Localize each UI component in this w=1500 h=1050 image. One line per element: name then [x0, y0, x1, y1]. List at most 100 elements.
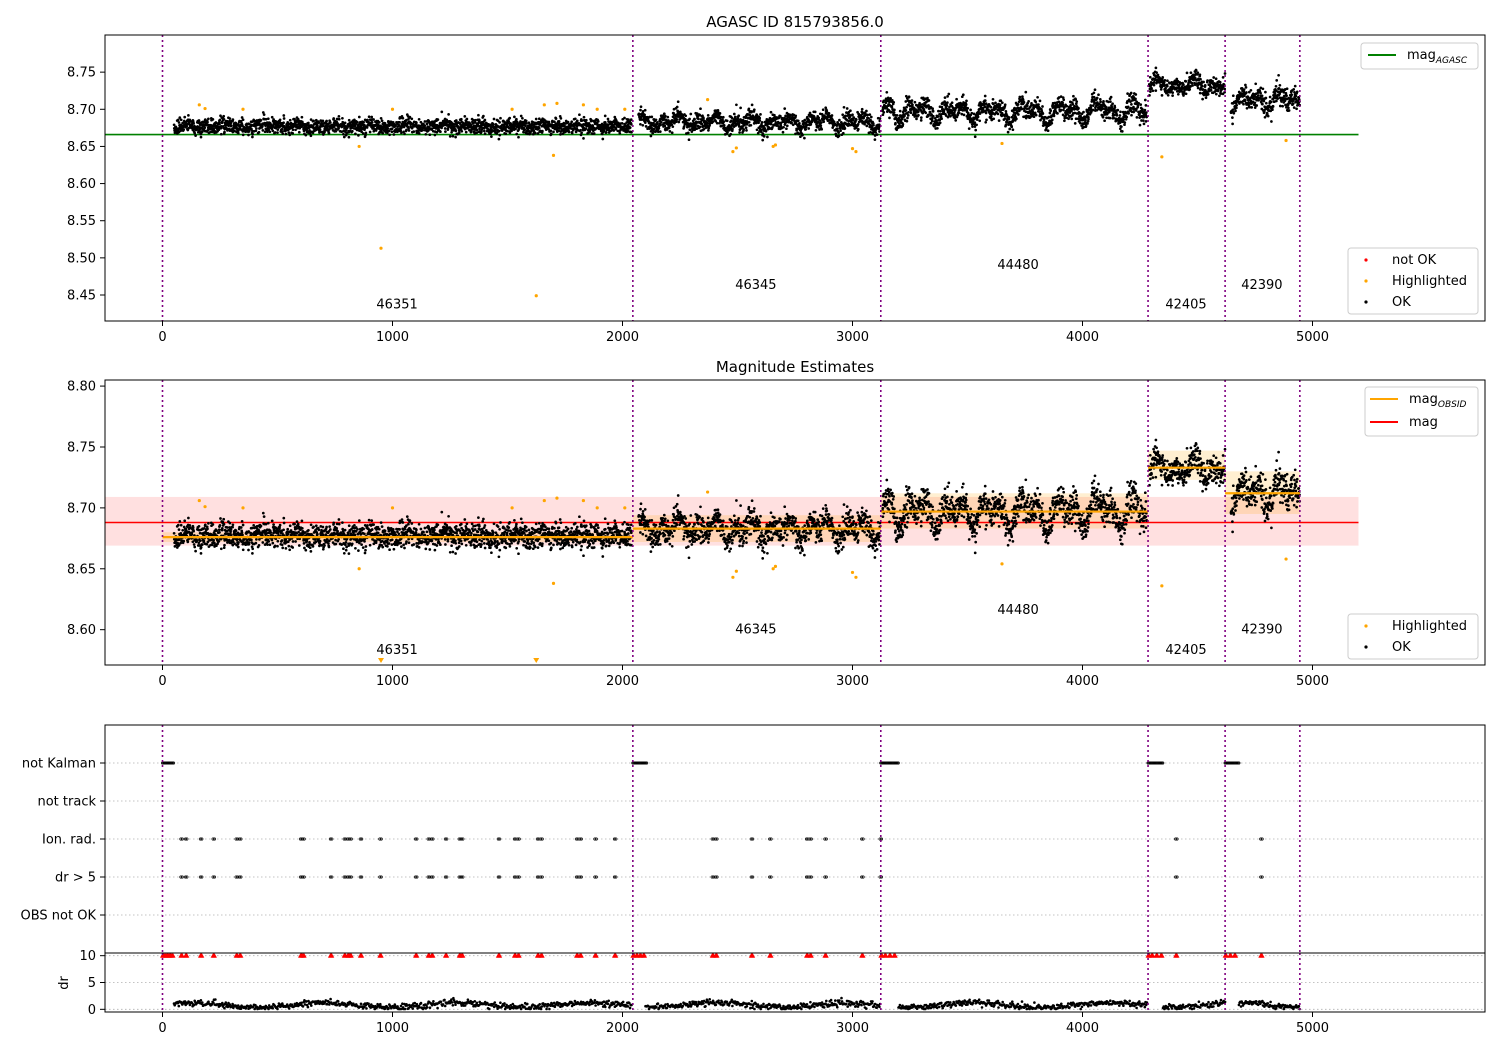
ok-point — [730, 116, 734, 120]
ok-point — [927, 99, 931, 102]
ok-point — [251, 132, 255, 136]
ok-point — [779, 121, 783, 125]
ok-point — [865, 109, 868, 113]
ok-point — [652, 121, 655, 125]
ok-point — [423, 120, 427, 123]
ok-point — [1032, 115, 1036, 119]
ok-point — [1129, 91, 1133, 95]
ok-point — [259, 118, 263, 122]
ok-point — [288, 118, 292, 122]
ok-point — [904, 109, 908, 112]
ok-point — [973, 135, 977, 139]
ok-point — [1144, 113, 1148, 117]
ok-point — [769, 122, 773, 126]
ok-point — [320, 130, 324, 134]
highlighted-point — [706, 98, 710, 102]
ok-point — [415, 121, 418, 125]
ok-point — [946, 101, 949, 104]
ok-point — [428, 133, 432, 137]
ok-point — [287, 131, 291, 134]
ok-point — [974, 128, 978, 132]
ok-point — [818, 119, 822, 122]
ok-point — [206, 120, 209, 124]
ok-point — [198, 123, 202, 127]
ok-point — [688, 117, 691, 121]
ok-point — [1120, 125, 1123, 129]
ok-point — [933, 117, 937, 120]
ok-point — [183, 115, 187, 119]
ok-point — [559, 117, 563, 120]
ok-point — [662, 112, 666, 116]
ok-point — [1231, 108, 1235, 112]
ok-point — [803, 118, 807, 122]
ok-point — [755, 128, 759, 132]
data-layer: 4635146345444804240542390463514634544480… — [105, 35, 1485, 1012]
ok-point — [1059, 95, 1063, 98]
ok-point — [942, 108, 946, 112]
ok-point — [866, 113, 869, 117]
ok-point — [904, 100, 908, 103]
ok-point — [557, 122, 561, 125]
ok-point — [190, 124, 194, 127]
ok-point — [537, 120, 540, 124]
ok-point — [480, 130, 483, 133]
ok-point — [584, 127, 588, 131]
ok-point — [728, 128, 731, 132]
ok-point — [517, 135, 520, 139]
ok-point — [573, 117, 577, 121]
ok-point — [1256, 94, 1260, 97]
ok-point — [825, 109, 829, 113]
ok-point — [1004, 109, 1008, 113]
ok-point — [197, 119, 201, 122]
ok-point — [1261, 102, 1264, 106]
ok-point — [343, 121, 347, 125]
ok-point — [606, 117, 610, 121]
ok-point — [381, 131, 385, 135]
ok-point — [813, 110, 817, 114]
ok-point — [199, 135, 203, 139]
ok-point — [830, 114, 834, 117]
ok-point — [693, 124, 697, 128]
ok-point — [718, 112, 722, 115]
ok-point — [580, 119, 584, 122]
ok-point — [677, 120, 681, 124]
ok-point — [903, 114, 906, 118]
ok-point — [794, 114, 798, 118]
ok-point — [1125, 115, 1129, 119]
ok-point — [261, 111, 265, 114]
ok-point — [628, 126, 632, 129]
ok-point — [937, 109, 940, 113]
ok-point — [877, 123, 881, 127]
ok-point — [738, 131, 741, 134]
highlighted-point — [1000, 141, 1004, 146]
ok-point — [917, 113, 920, 117]
ok-point — [261, 129, 265, 132]
ok-point — [1134, 93, 1138, 96]
ok-point — [618, 131, 622, 135]
ok-point — [327, 131, 331, 135]
ok-point — [1115, 114, 1119, 117]
ok-point — [1201, 97, 1204, 101]
ok-point — [525, 122, 528, 125]
ok-point — [1242, 90, 1246, 94]
ok-point — [1242, 88, 1246, 91]
ok-point — [1048, 111, 1052, 115]
ok-point — [1063, 116, 1067, 120]
ok-point — [675, 118, 679, 122]
ok-point — [603, 114, 607, 118]
ok-point — [761, 132, 765, 135]
ok-point — [590, 118, 593, 122]
ok-point — [1264, 96, 1268, 100]
ok-point — [1034, 113, 1038, 117]
ok-point — [499, 116, 502, 120]
ok-point — [720, 124, 724, 128]
ok-point — [1126, 105, 1130, 109]
ok-point — [504, 132, 508, 136]
ok-point — [814, 128, 818, 132]
ok-point — [235, 127, 239, 130]
ok-point — [999, 99, 1003, 103]
ok-point — [254, 129, 258, 133]
ok-point — [271, 129, 275, 133]
ok-point — [380, 119, 384, 123]
ok-point — [1287, 106, 1290, 110]
